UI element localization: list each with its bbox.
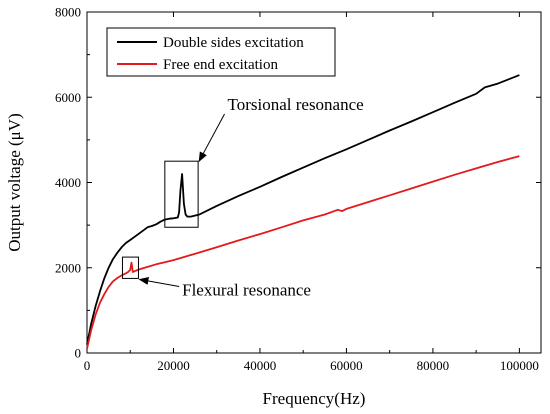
annotation-label-0: Torsional resonance [228, 95, 364, 114]
x-tick-label: 80000 [417, 358, 450, 373]
annotation-box-0 [164, 160, 199, 228]
annotation-label-1: Flexural resonance [182, 280, 311, 299]
x-tick-label: 40000 [244, 358, 277, 373]
y-tick-label: 6000 [55, 90, 81, 105]
x-tick-label: 100000 [500, 358, 539, 373]
x-tick-label: 20000 [157, 358, 190, 373]
y-tick-label: 2000 [55, 260, 81, 275]
y-tick-label: 8000 [55, 5, 81, 20]
y-tick-label: 4000 [55, 175, 81, 190]
series-line-1 [86, 155, 520, 349]
legend-box [106, 27, 336, 77]
legend-label-0: Double sides excitation [163, 35, 304, 51]
x-tick-label: 0 [84, 358, 91, 373]
y-tick-label: 0 [75, 346, 82, 361]
series-line-0 [86, 74, 520, 345]
x-tick-label: 60000 [330, 358, 363, 373]
annotation-arrow-1 [138, 277, 180, 287]
legend-label-1: Free end excitation [163, 57, 278, 73]
y-axis-title: Output voltage (μV) [5, 113, 24, 251]
annotation-box-1 [121, 256, 139, 279]
annotation-arrow-0 [198, 113, 225, 163]
x-axis-title: Frequency(Hz) [263, 389, 366, 408]
